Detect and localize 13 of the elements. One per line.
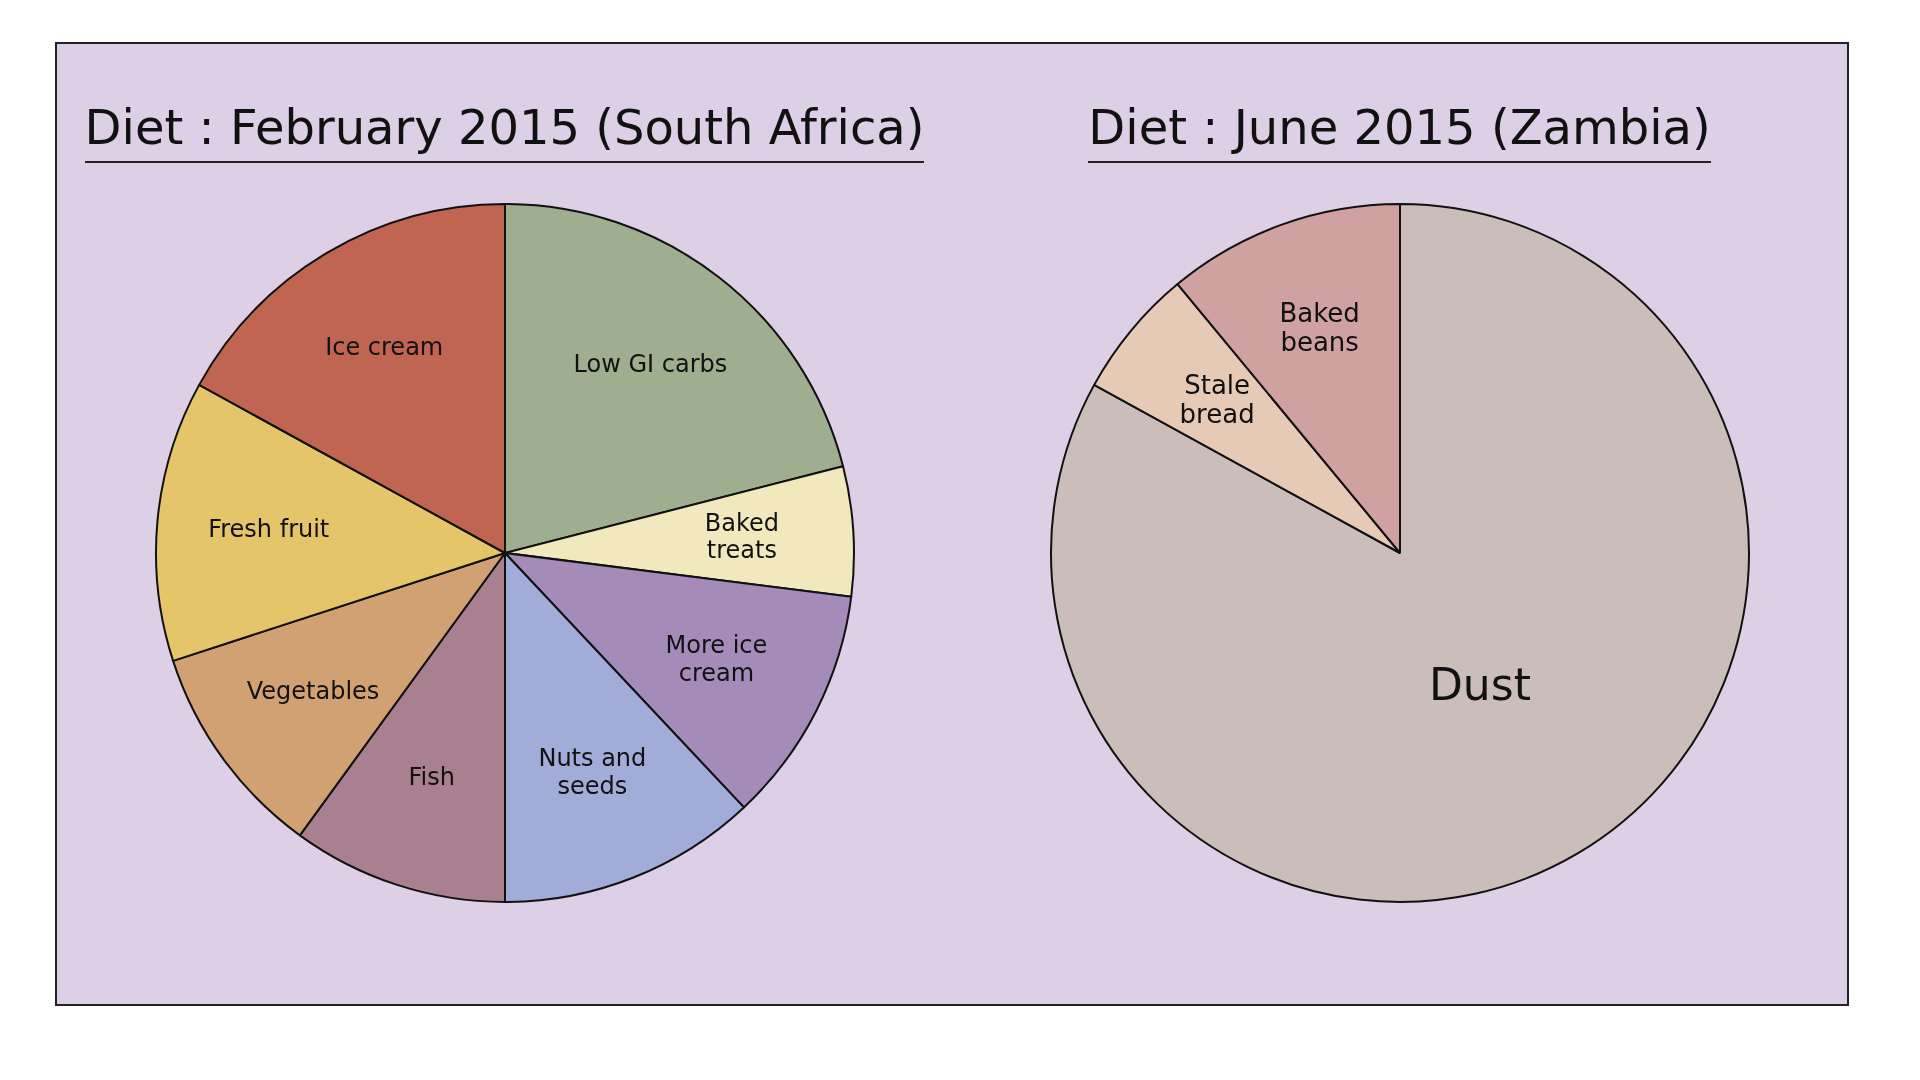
slice-label: Baked treats <box>704 508 779 565</box>
slice-label: Fresh fruit <box>207 514 329 543</box>
slice-label: Vegetables <box>246 676 379 705</box>
chart-title: Diet : June 2015 (Zambia) <box>1088 99 1711 163</box>
slice-label: Ice cream <box>324 332 443 361</box>
slice-label: More ice cream <box>665 631 767 687</box>
slice-label: Fish <box>407 762 455 791</box>
slice-label: Stale bread <box>1179 369 1255 430</box>
slice-label: Nuts and seeds <box>537 744 646 800</box>
chart-title: Diet : February 2015 (South Africa) <box>84 99 925 163</box>
slice-label: Dust <box>1428 658 1531 710</box>
slice-label: Baked beans <box>1278 297 1360 358</box>
slice-label: Low GI carbs <box>573 349 727 378</box>
